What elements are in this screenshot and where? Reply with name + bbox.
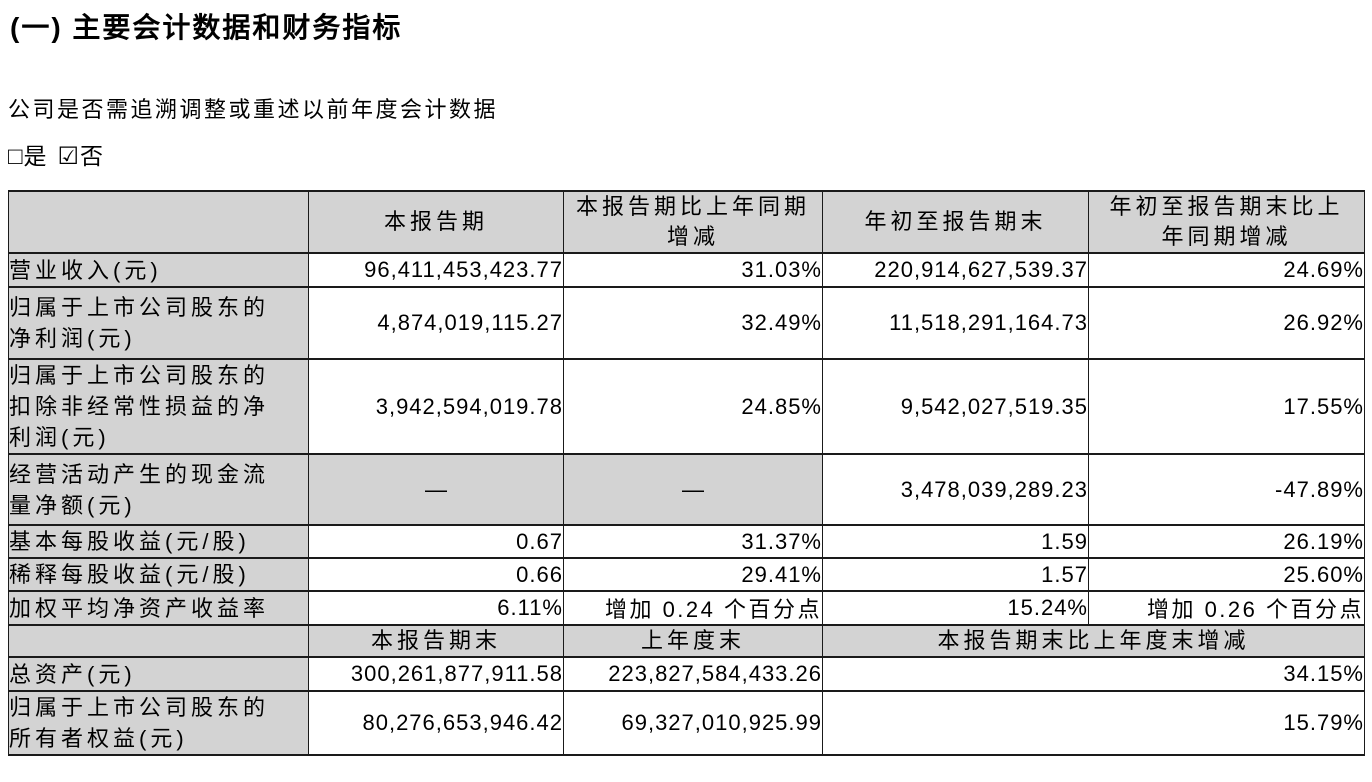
value-cell: 80,276,653,946.42 (308, 690, 564, 756)
value-cell: 24.85% (563, 358, 823, 455)
value-cell: 24.69% (1088, 252, 1365, 288)
value-cell: 4,874,019,115.27 (308, 286, 564, 360)
metric-label-cell: 归属于上市公司股东的 所有者权益(元) (8, 690, 309, 756)
value-cell: 0.66 (308, 557, 564, 592)
value-cell-na: — (308, 453, 564, 526)
value-cell: 9,542,027,519.35 (822, 358, 1089, 455)
value-cell: 增加 0.24 个百分点 (563, 590, 823, 626)
value-cell: 3,478,039,289.23 (822, 453, 1089, 526)
table-row: 稀释每股收益(元/股) 0.66 29.41% 1.57 25.60% (8, 557, 1365, 592)
header-ytd-vs-prior: 年初至报告期末比上 年同期增减 (1088, 190, 1365, 254)
value-cell: 11,518,291,164.73 (822, 286, 1089, 360)
checkbox-unchecked-icon: □ (8, 143, 24, 170)
value-cell: 1.57 (822, 557, 1089, 592)
table-row: 经营活动产生的现金流 量净额(元) — — 3,478,039,289.23 -… (8, 453, 1365, 526)
metric-label-cell: 基本每股收益(元/股) (8, 524, 309, 559)
value-cell: 300,261,877,911.58 (308, 656, 564, 692)
key-financial-indicators-table: 本报告期 本报告期比上年同期 增减 年初至报告期末 年初至报告期末比上 年同期增… (8, 190, 1365, 756)
table-row: 归属于上市公司股东的 所有者权益(元) 80,276,653,946.42 69… (8, 690, 1365, 756)
metric-label-cell: 经营活动产生的现金流 量净额(元) (8, 453, 309, 526)
value-cell: 3,942,594,019.78 (308, 358, 564, 455)
value-cell: 26.19% (1088, 524, 1365, 559)
table-row: 总资产(元) 300,261,877,911.58 223,827,584,43… (8, 656, 1365, 692)
value-cell: 15.24% (822, 590, 1089, 626)
table-row: 归属于上市公司股东的 净利润(元) 4,874,019,115.27 32.49… (8, 286, 1365, 360)
value-cell: 15.79% (822, 690, 1365, 756)
value-cell: -47.89% (1088, 453, 1365, 526)
header-ytd: 年初至报告期末 (822, 190, 1089, 254)
restatement-question: 公司是否需追溯调整或重述以前年度会计数据 (8, 97, 499, 122)
value-cell: 32.49% (563, 286, 823, 360)
subheader-corner-cell (8, 624, 309, 658)
header-current-vs-prior: 本报告期比上年同期 增减 (563, 190, 823, 254)
checkbox-yes-label: 是 (23, 143, 48, 169)
value-cell: 6.11% (308, 590, 564, 626)
section-title: (一) 主要会计数据和财务指标 (10, 12, 403, 43)
header-current-period: 本报告期 (308, 190, 564, 254)
header-corner-cell (8, 190, 309, 254)
subheader-period-end: 本报告期末 (308, 624, 564, 658)
table-header-row: 本报告期 本报告期比上年同期 增减 年初至报告期末 年初至报告期末比上 年同期增… (8, 190, 1365, 254)
value-cell: 17.55% (1088, 358, 1365, 455)
value-cell: 34.15% (822, 656, 1365, 692)
metric-label-cell: 加权平均净资产收益率 (8, 590, 309, 626)
value-cell: 25.60% (1088, 557, 1365, 592)
value-cell: 31.03% (563, 252, 823, 288)
value-cell: 96,411,453,423.77 (308, 252, 564, 288)
value-cell: 增加 0.26 个百分点 (1088, 590, 1365, 626)
checkbox-no-label: 否 (80, 143, 105, 169)
table-subheader-row: 本报告期末 上年度末 本报告期末比上年度末增减 (8, 624, 1365, 658)
metric-label-cell: 稀释每股收益(元/股) (8, 557, 309, 592)
value-cell: 220,914,627,539.37 (822, 252, 1089, 288)
value-cell: 69,327,010,925.99 (563, 690, 823, 756)
table-row: 归属于上市公司股东的 扣除非经常性损益的净 利润(元) 3,942,594,01… (8, 358, 1365, 455)
checkbox-checked-icon: ☑ (57, 143, 81, 170)
value-cell-na: — (563, 453, 823, 526)
checkbox-option-no: ☑否 (57, 143, 105, 170)
value-cell: 31.37% (563, 524, 823, 559)
value-cell: 26.92% (1088, 286, 1365, 360)
metric-label-cell: 营业收入(元) (8, 252, 309, 288)
metric-label-cell: 总资产(元) (8, 656, 309, 692)
value-cell: 223,827,584,433.26 (563, 656, 823, 692)
table-row: 营业收入(元) 96,411,453,423.77 31.03% 220,914… (8, 252, 1365, 288)
metric-label-cell: 归属于上市公司股东的 净利润(元) (8, 286, 309, 360)
checkbox-option-yes: □是 (8, 143, 48, 170)
table-row: 基本每股收益(元/股) 0.67 31.37% 1.59 26.19% (8, 524, 1365, 559)
metric-label-cell: 归属于上市公司股东的 扣除非经常性损益的净 利润(元) (8, 358, 309, 455)
value-cell: 29.41% (563, 557, 823, 592)
value-cell: 0.67 (308, 524, 564, 559)
financial-report-section: (一) 主要会计数据和财务指标 公司是否需追溯调整或重述以前年度会计数据 □是 ☑… (0, 8, 1372, 756)
value-cell: 1.59 (822, 524, 1089, 559)
table-row: 加权平均净资产收益率 6.11% 增加 0.24 个百分点 15.24% 增加 … (8, 590, 1365, 626)
subheader-change: 本报告期末比上年度末增减 (822, 624, 1365, 658)
subheader-prior-year-end: 上年度末 (563, 624, 823, 658)
restatement-answer: □是 ☑否 (8, 141, 1372, 172)
